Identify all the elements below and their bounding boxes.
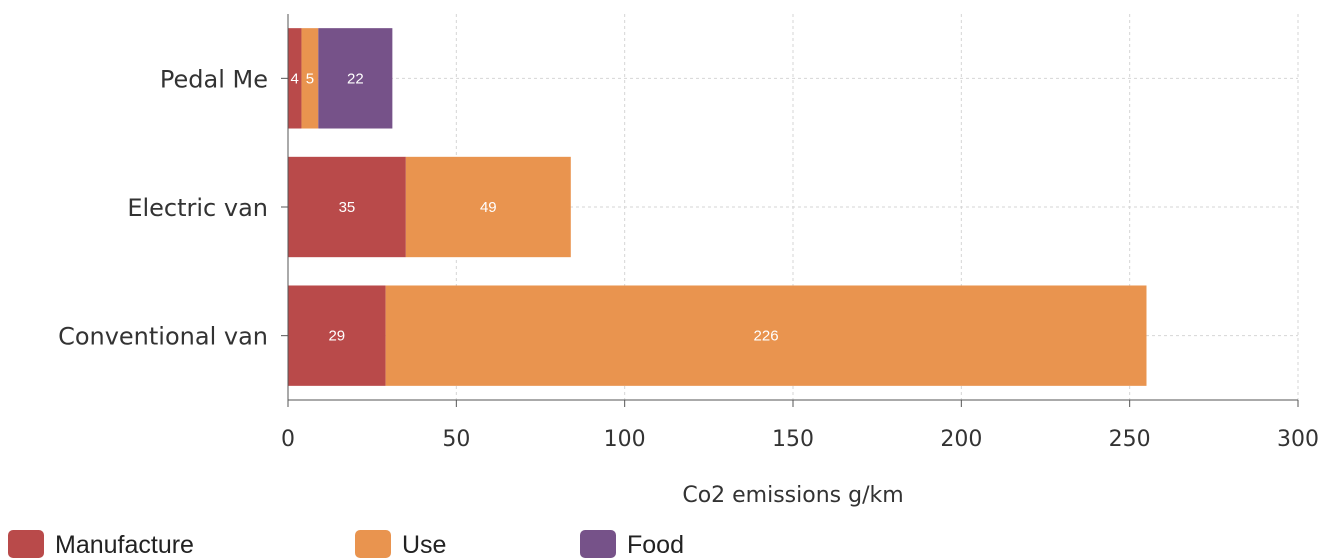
bar-segment-manufacture: [288, 28, 302, 129]
bars: [288, 28, 1147, 386]
x-tick-label: 100: [604, 427, 646, 452]
legend-label: Use: [402, 531, 446, 559]
x-axis-title: Co2 emissions g/km: [682, 483, 903, 508]
category-label: Electric van: [127, 194, 268, 222]
bar-segment-use: [405, 156, 571, 258]
data-label: 29: [328, 328, 345, 345]
legend-label: Food: [627, 531, 684, 559]
bar-segment-manufacture: [288, 156, 406, 258]
category-label: Conventional van: [58, 323, 268, 351]
bar-segment-manufacture: [288, 285, 386, 386]
x-tick-label: 50: [442, 427, 470, 452]
bar-segment-food: [318, 28, 393, 129]
legend: Manufacture Use Food: [8, 530, 684, 559]
legend-swatch-food: [580, 530, 616, 558]
x-tick-label: 200: [940, 427, 982, 452]
category-label: Pedal Me: [160, 65, 268, 93]
data-labels: 4 5 22 35 49 29 226: [291, 70, 779, 344]
legend-label: Manufacture: [55, 531, 194, 559]
x-tick-label: 0: [281, 427, 295, 452]
data-label: 49: [480, 199, 497, 216]
bar-segment-use: [301, 28, 319, 129]
data-label: 22: [347, 70, 364, 87]
bar-segment-use: [385, 285, 1147, 386]
x-tick-label: 250: [1109, 427, 1151, 452]
x-tick-label: 300: [1277, 427, 1319, 452]
x-tick-label: 150: [772, 427, 814, 452]
data-label: 35: [339, 199, 356, 216]
legend-swatch-manufacture: [8, 530, 44, 558]
axes: 0 50 100 150 200 250 300 Pedal Me Electric van Co…: [58, 14, 1319, 452]
legend-swatch-use: [355, 530, 391, 558]
data-label: 226: [754, 328, 779, 345]
data-label: 5: [306, 70, 314, 87]
data-label: 4: [291, 70, 299, 87]
